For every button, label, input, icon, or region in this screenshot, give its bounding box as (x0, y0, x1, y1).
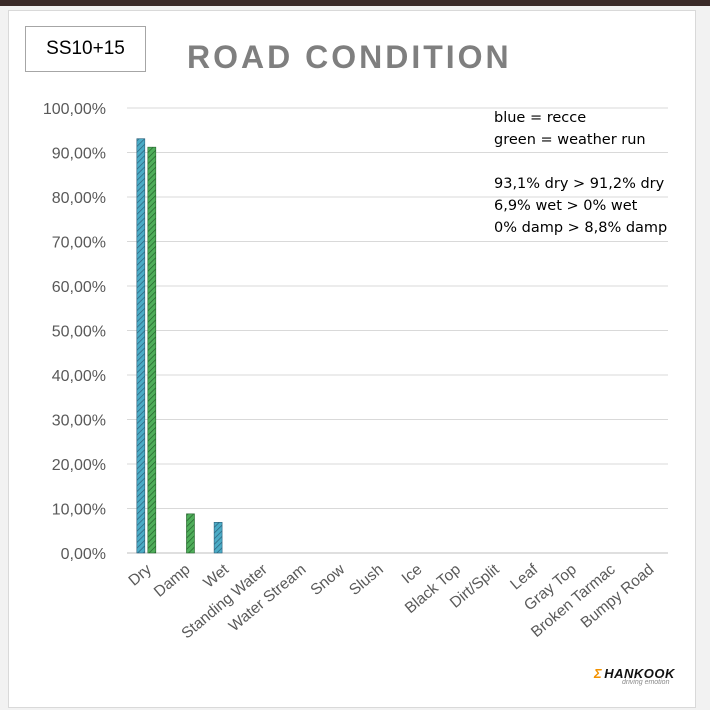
x-tick-label: Ice (399, 561, 426, 587)
chart-title: ROAD CONDITION (187, 39, 512, 75)
x-tick-label: Slush (346, 561, 387, 599)
stage-label: SS10+15 (25, 26, 146, 72)
y-tick-label: 60,00% (52, 279, 106, 296)
notes-block: blue = recce green = weather run 93,1% d… (494, 107, 667, 239)
y-axis-labels: 0,00% 10,00% 20,00% 30,00% 40,00% 50,00% 60,00… (43, 101, 106, 563)
legend-weather-run: green = weather run (494, 132, 646, 148)
x-tick-label: Damp (151, 561, 194, 601)
y-tick-label: 10,00% (52, 502, 106, 519)
top-frame-bar (0, 0, 710, 6)
bar-dry-series-2 (147, 146, 157, 554)
bar-wet-series-1 (213, 521, 223, 554)
y-tick-label: 70,00% (52, 235, 106, 252)
x-tick-label: Snow (307, 561, 348, 599)
note-damp: 0% damp > 8,8% damp (494, 220, 668, 236)
y-tick-label: 40,00% (52, 368, 106, 385)
logo-tagline: driving emotion (622, 679, 670, 686)
x-tick-label: Dry (125, 561, 155, 590)
note-dry: 93,1% dry > 91,2% dry (494, 176, 665, 192)
bar-damp-series-2 (186, 513, 195, 554)
y-tick-label: 20,00% (52, 457, 106, 474)
hankook-mark-icon: Ʃ (594, 666, 603, 681)
legend-recce: blue = recce (494, 110, 587, 126)
y-tick-label: 0,00% (61, 546, 106, 563)
y-tick-label: 50,00% (52, 324, 106, 341)
bars (136, 138, 223, 554)
y-tick-label: 80,00% (52, 190, 106, 207)
note-wet: 6,9% wet > 0% wet (494, 198, 638, 214)
chart-panel: SS10+15 ROAD CONDITION blue = recce gree… (8, 10, 696, 708)
hankook-logo: Ʃ HANKOOK driving emotion (594, 666, 694, 686)
y-tick-label: 100,00% (43, 101, 106, 118)
logo-brand: HANKOOK (604, 666, 675, 681)
grid-lines (127, 107, 668, 554)
bar-dry-series-1 (136, 138, 146, 554)
y-tick-label: 30,00% (52, 413, 106, 430)
y-tick-label: 90,00% (52, 146, 106, 163)
